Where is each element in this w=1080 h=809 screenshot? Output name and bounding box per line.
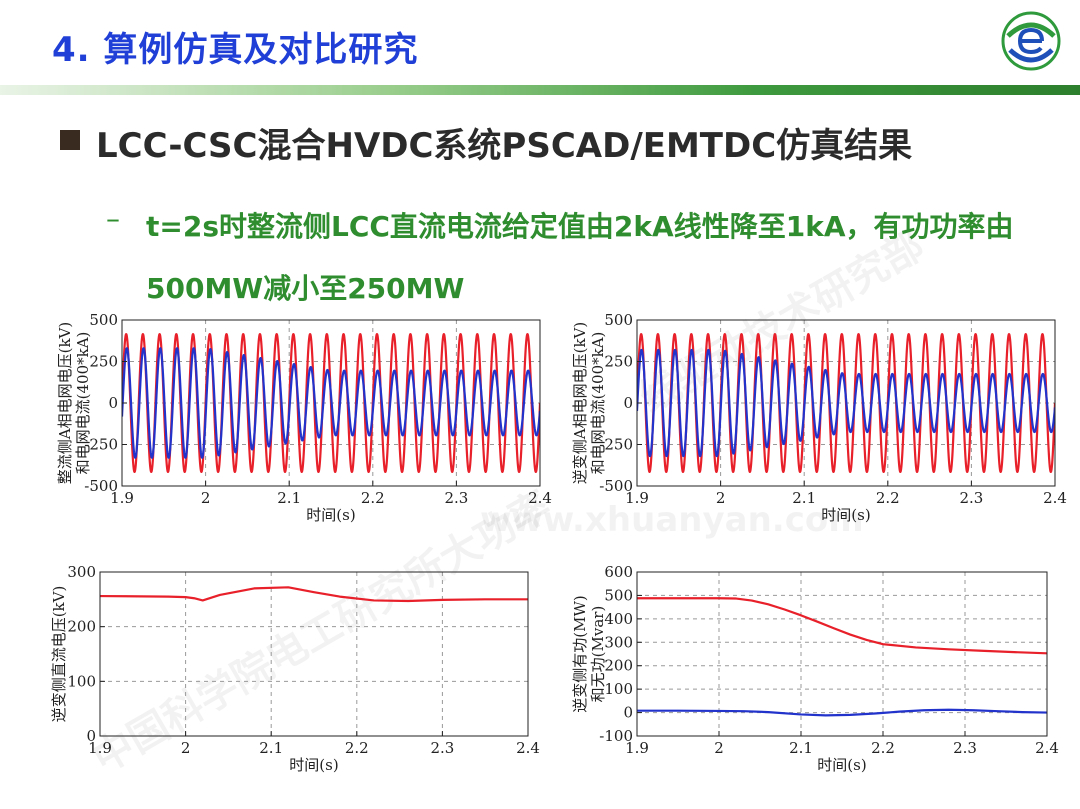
y-tick-label: -250: [84, 436, 118, 454]
x-axis-label: 时间(s): [289, 756, 338, 774]
chart-inverter-dc-voltage: 1.9 2 2.1 2.2 2.3 2.4 300 200 100 0 时间(s) 逆变侧直流电压(k…: [50, 563, 540, 774]
series-line-1: [637, 348, 1055, 458]
square-bullet-icon: [60, 130, 80, 150]
e-globe-logo-icon: [1001, 11, 1061, 71]
x-tick-label: 2.1: [792, 489, 816, 507]
x-tick-label: 2.4: [1035, 739, 1059, 757]
x-tick-label: 2.4: [1043, 489, 1067, 507]
x-tick-label: 2.1: [789, 739, 813, 757]
x-tick-label: 1.9: [88, 739, 112, 757]
x-tick-label: 2: [181, 739, 191, 757]
y-tick-label: -250: [599, 436, 633, 454]
x-axis-label: 时间(s): [817, 756, 866, 774]
y-axis-label: 逆变侧直流电压(kV): [50, 586, 68, 723]
x-tick-label: 2.1: [277, 489, 301, 507]
series-line-0: [100, 586, 528, 603]
y-tick-label: 0: [86, 727, 96, 745]
y-tick-label: 400: [604, 610, 633, 628]
y-tick-label: 500: [604, 586, 633, 604]
series-line-1: [122, 347, 540, 459]
y-tick-label: 100: [604, 680, 633, 698]
y-tick-label: 200: [67, 618, 96, 636]
y-tick-label: 0: [108, 394, 118, 412]
y-axis-label: 逆变侧A相电网电压(kV): [571, 322, 589, 484]
x-tick-label: 2.3: [444, 489, 468, 507]
dash-bullet: –: [106, 202, 120, 235]
y-axis-label: 和无功(Mvar): [589, 606, 607, 703]
x-tick-label: 2: [201, 489, 211, 507]
x-tick-label: 2.2: [361, 489, 385, 507]
y-tick-label: 250: [89, 353, 118, 371]
y-tick-label: 300: [604, 633, 633, 651]
x-tick-label: 2.2: [345, 739, 369, 757]
series-line-0: [637, 597, 1047, 655]
y-tick-label: 250: [604, 353, 633, 371]
y-tick-label: 500: [89, 311, 118, 329]
x-tick-label: 2.3: [959, 489, 983, 507]
plot-frame: [99, 571, 529, 737]
x-tick-label: 2.4: [528, 489, 552, 507]
y-tick-label: 0: [623, 394, 633, 412]
y-axis-label: 和电网电流(400*kA): [74, 332, 92, 475]
chart-rectifier-voltage-current: 1.9 2 2.1 2.2 2.3 2.4 500 250 0 -250 -500 时间(s) 整流侧A…: [56, 311, 552, 524]
y-tick-label: 200: [604, 657, 633, 675]
section-heading: LCC-CSC混合HVDC系统PSCAD/EMTDC仿真结果: [96, 126, 913, 166]
plot-frame: [636, 571, 1048, 737]
y-tick-label: -500: [599, 477, 633, 495]
x-tick-label: 2: [714, 739, 724, 757]
y-tick-label: 300: [67, 563, 96, 581]
x-tick-label: 1.9: [625, 489, 649, 507]
x-tick-label: 2.4: [516, 739, 540, 757]
y-tick-label: -100: [599, 727, 633, 745]
x-tick-label: 2.3: [430, 739, 454, 757]
y-tick-label: 0: [623, 704, 633, 722]
subsection-text: t=2s时整流侧LCC直流电流给定值由2kA线性降至1kA，有功功率由500MW…: [146, 210, 1014, 305]
x-tick-label: 2.1: [259, 739, 283, 757]
chart-inverter-voltage-current: 1.9 2 2.1 2.2 2.3 2.4 500 250 0 -250 -500 时间(s) 逆变侧A…: [571, 311, 1067, 524]
x-axis-label: 时间(s): [821, 506, 870, 524]
y-tick-label: -500: [84, 477, 118, 495]
x-tick-label: 2.2: [871, 739, 895, 757]
y-tick-label: 500: [604, 311, 633, 329]
chart-inverter-power: 1.9 2 2.1 2.2 2.3 2.4 600 500 400 300 200 100 0 -100 时…: [571, 563, 1059, 774]
series-line-1: [637, 708, 1047, 717]
x-tick-label: 1.9: [110, 489, 134, 507]
x-tick-label: 2: [716, 489, 726, 507]
header-divider: [0, 85, 1080, 95]
slide-title: 4. 算例仿真及对比研究: [52, 30, 419, 70]
x-axis-label: 时间(s): [306, 506, 355, 524]
y-axis-label: 和电网电流(400*kA): [589, 332, 607, 475]
y-tick-label: 100: [67, 672, 96, 690]
x-tick-label: 2.2: [876, 489, 900, 507]
x-tick-label: 1.9: [625, 739, 649, 757]
y-axis-label: 整流侧A相电网电压(kV): [56, 322, 74, 484]
x-tick-label: 2.3: [953, 739, 977, 757]
y-tick-label: 600: [604, 563, 633, 581]
y-axis-label: 逆变侧有功(MW): [571, 595, 589, 712]
